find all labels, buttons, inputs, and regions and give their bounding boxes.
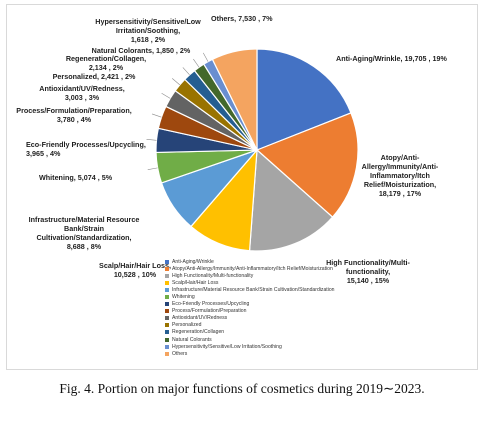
legend-swatch [165,344,169,349]
legend-swatch [165,302,169,307]
leader-line-10 [171,78,181,86]
legend-label: Atopy/Anti-Allergy/Immunity/Anti-Inflamm… [172,265,333,272]
legend-label: Whitening [172,294,195,301]
legend-item: Anti-Aging/Wrinkle [165,258,465,265]
legend-swatch [165,287,169,292]
slice-data-label-12: Natural Colorants, 1,850 , 2% [92,46,191,55]
legend-swatch [165,351,169,356]
legend-label: Infrastructure/Material Resource Bank/St… [172,286,335,293]
slice-data-label-3: High Functionality/Multi-functionality, 1… [326,258,410,285]
pie-slice-3 [248,148,334,252]
legend-swatch [165,323,169,328]
legend-label: Regeneration/Collagen [172,329,225,336]
legend-item: Natural Colorants [165,336,465,343]
slice-data-label-2: Atopy/Anti-Allergy/Immunity/Anti-Inflamm… [362,153,439,198]
slice-data-label-5: Infrastructure/Material Resource Bank/Str… [29,215,140,251]
pie-slice-1 [256,48,352,151]
legend-item: Infrastructure/Material Resource Bank/St… [165,286,465,293]
pie-slice-14 [211,48,258,151]
slice-data-label-1: Anti-Aging/Wrinkle, 19,705 , 19% [336,54,448,63]
pie-chart: Anti-Aging/Wrinkle, 19,705 , 19% Atopy/An… [16,14,448,285]
leader-line-6 [147,167,158,170]
legend-swatch [165,259,169,264]
legend-item: Hypersensitivity/Sensitive/Low Irritatio… [165,343,465,350]
legend-label: Process/Formulation/Preparation [172,308,247,315]
pie-slice-2 [255,112,359,218]
slice-data-label-7: Eco-Friendly Processes/Upcycling, 3,965 ,… [26,140,146,158]
slice-data-label-6: Whitening, 5,074 , 5% [39,173,113,182]
legend-swatch [165,309,169,314]
slice-data-label-13: Hypersensitivity/Sensitive/Low Irritation… [95,17,201,44]
legend-item: Antioxidant/UV/Redness [165,315,465,322]
legend-item: Scalp/Hair/Hair Loss [165,279,465,286]
legend-item: Regeneration/Collagen [165,329,465,336]
legend-label: Natural Colorants [172,336,212,343]
slice-data-label-4: Scalp/Hair/Hair Loss, 10,528 , 10% [99,261,171,279]
leader-line-13 [202,52,209,62]
leader-line-11 [182,67,190,76]
leader-line-12 [193,58,200,68]
chart-legend: Anti-Aging/Wrinkle Atopy/Anti-Allergy/Imm… [165,258,465,357]
legend-swatch [165,295,169,300]
legend-label: Scalp/Hair/Hair Loss [172,279,219,286]
legend-label: Eco-Friendly Processes/Upcycling [172,301,250,308]
slice-data-label-10: Personalized, 2,421 , 2% [53,72,136,81]
slice-data-label-8: Process/Formulation/Preparation, 3,780 , … [16,106,131,124]
legend-swatch [165,273,169,278]
legend-item: Atopy/Anti-Allergy/Immunity/Anti-Inflamm… [165,265,465,272]
legend-item: Eco-Friendly Processes/Upcycling [165,301,465,308]
leader-line-7 [146,139,157,141]
leader-line-8 [151,113,162,118]
legend-item: Others [165,350,465,357]
legend-item: Personalized [165,322,465,329]
slice-data-label-11: Regeneration/Collagen, 2,134 , 2% [66,54,146,72]
legend-label: Others [172,350,188,357]
slice-data-label-9: Antioxidant/UV/Redness, 3,003 , 3% [39,84,124,102]
leader-line-9 [161,92,171,99]
legend-label: Hypersensitivity/Sensitive/Low Irritatio… [172,343,282,350]
legend-label: Anti-Aging/Wrinkle [172,258,214,265]
legend-swatch [165,337,169,342]
legend-label: Antioxidant/UV/Redness [172,315,228,322]
legend-label: Personalized [172,322,202,329]
legend-label: High Functionality/Multi-functionality [172,272,254,279]
legend-item: Whitening [165,293,465,300]
legend-swatch [165,316,169,321]
legend-swatch [165,330,169,335]
legend-item: High Functionality/Multi-functionality [165,272,465,279]
figure-caption: Fig. 4. Portion on major functions of co… [59,381,425,396]
legend-item: Process/Formulation/Preparation [165,308,465,315]
legend-swatch [165,280,169,285]
legend-swatch [165,266,169,271]
slice-data-label-14: Others, 7,530 , 7% [211,14,273,23]
